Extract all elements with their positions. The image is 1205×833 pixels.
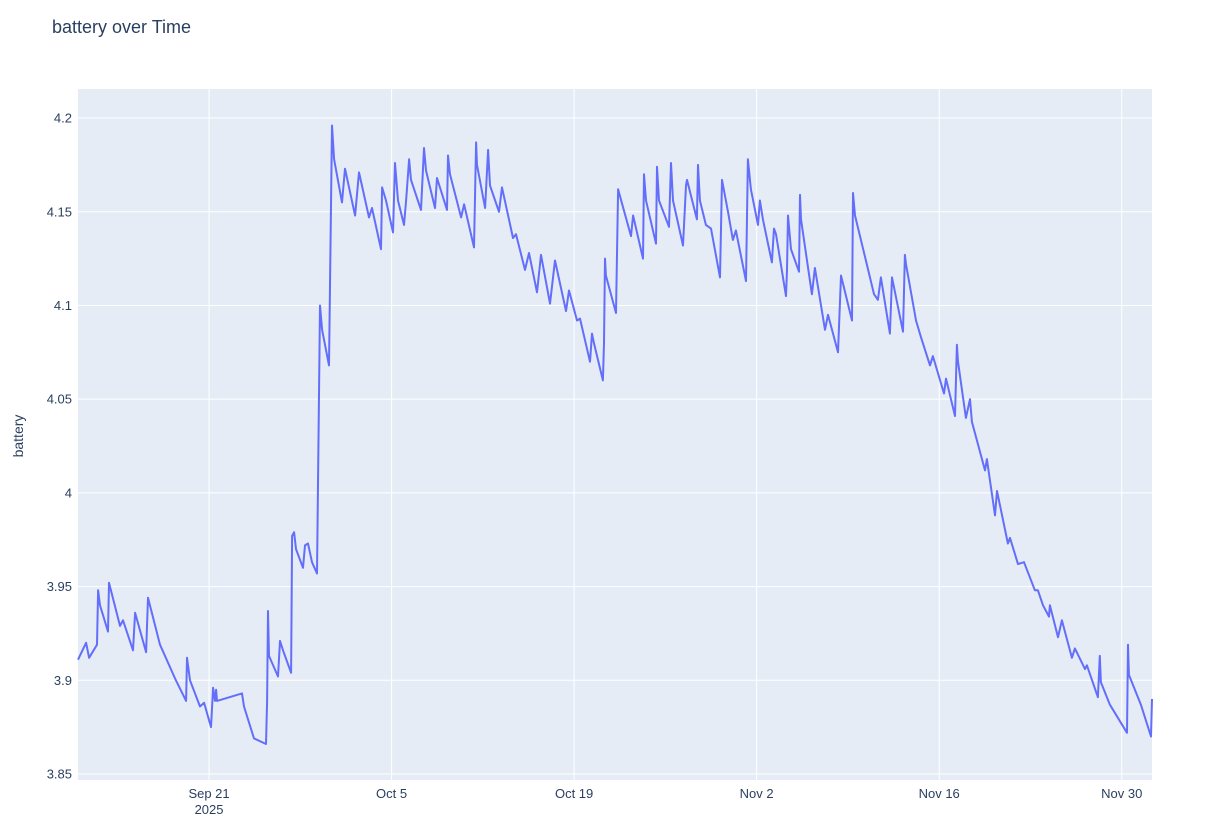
series-line-battery: [77, 124, 1153, 745]
chart-title: battery over Time: [52, 17, 191, 37]
x-tick-label: Oct 5: [376, 786, 407, 801]
x-tick-label: Nov 16: [919, 786, 960, 801]
plot-background: [78, 89, 1152, 780]
y-axis-label: battery: [10, 415, 26, 458]
series-battery: [77, 124, 1153, 745]
y-tick-label: 3.9: [54, 673, 72, 688]
y-axis-ticks: 3.85 3.9 3.95 4 4.05 4.1 4.15 4.2: [47, 111, 72, 782]
x-tick-label: Nov 2: [740, 786, 774, 801]
y-tick-label: 3.95: [47, 579, 72, 594]
x-tick-label: Oct 19: [555, 786, 593, 801]
x-tick-label: Nov 30: [1101, 786, 1142, 801]
y-tick-label: 3.85: [47, 767, 72, 782]
x-tick-label: Sep 21: [188, 786, 229, 801]
y-tick-label: 4.05: [47, 392, 72, 407]
y-tick-label: 4: [65, 485, 72, 500]
x-tick-year-label: 2025: [195, 802, 224, 817]
y-tick-label: 4.15: [47, 204, 72, 219]
y-tick-label: 4.2: [54, 111, 72, 126]
y-tick-label: 4.1: [54, 298, 72, 313]
